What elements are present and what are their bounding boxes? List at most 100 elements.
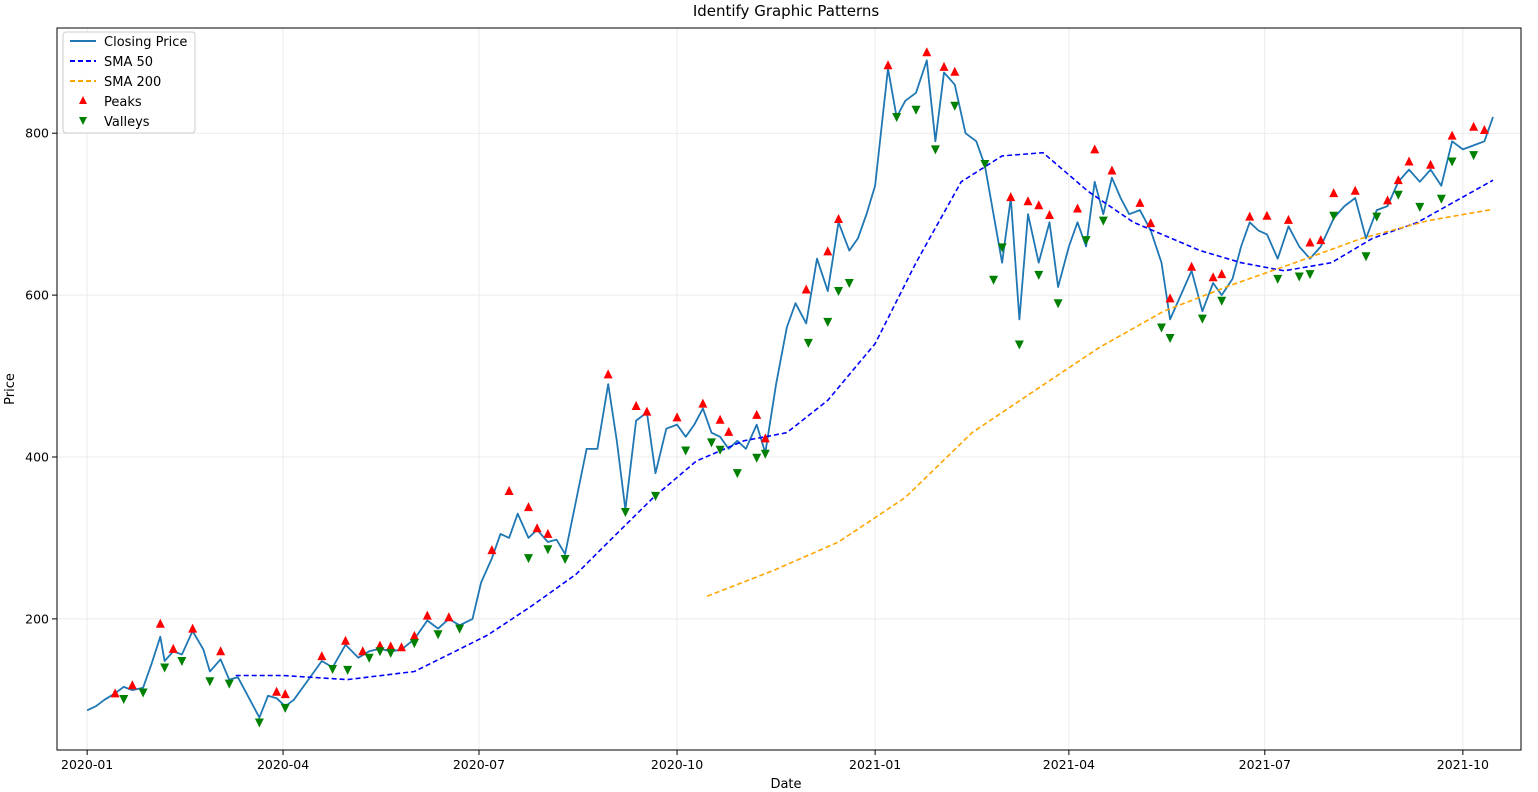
peak-marker (1006, 192, 1016, 202)
valley-marker (1415, 202, 1425, 212)
valley-marker (997, 243, 1007, 253)
x-tick-label: 2020-01 (61, 757, 113, 772)
valley-marker (1294, 272, 1304, 282)
valley-marker (343, 665, 353, 675)
peak-marker (642, 406, 652, 416)
legend-sma50-label: SMA 50 (104, 55, 153, 70)
peak-marker (272, 686, 282, 696)
peak-marker (1023, 196, 1033, 206)
valley-marker (1081, 236, 1091, 246)
valley-marker (1014, 340, 1024, 350)
sma-200-line (706, 208, 1494, 597)
peak-marker (922, 47, 932, 57)
legend-valleys-marker (79, 117, 87, 125)
peak-marker (444, 612, 454, 622)
peak-marker (168, 643, 178, 653)
closing-price-line (86, 59, 1494, 719)
peak-marker (1107, 165, 1117, 175)
valley-marker (1436, 194, 1446, 204)
legend-peaks-marker (79, 96, 87, 104)
valley-marker (119, 695, 129, 705)
y-tick-label: 600 (25, 288, 49, 303)
valley-marker (823, 317, 833, 327)
valley-marker (364, 653, 374, 663)
valley-marker (138, 688, 148, 698)
valley-marker (980, 159, 990, 169)
peak-marker (1329, 188, 1339, 198)
peak-marker (1045, 209, 1055, 219)
peak-marker (801, 284, 811, 294)
valley-marker (1034, 270, 1044, 280)
peak-marker (1404, 156, 1414, 166)
peak-marker (939, 61, 949, 71)
peak-marker (1034, 200, 1044, 210)
peak-marker (386, 641, 396, 651)
legend-valleys-label: Valleys (104, 115, 150, 130)
valley-marker (1447, 157, 1457, 167)
peak-marker (724, 426, 734, 436)
peak-marker (504, 485, 514, 495)
peak-marker (698, 398, 708, 408)
chart-title: Identify Graphic Patterns (693, 2, 880, 20)
legend-sma200-label: SMA 200 (104, 75, 161, 90)
peak-marker (631, 400, 641, 410)
peak-marker (1208, 272, 1218, 282)
valley-marker (844, 278, 854, 288)
valley-marker (1305, 270, 1315, 280)
valley-marker (205, 677, 215, 687)
peak-marker (280, 689, 290, 699)
valley-marker (1329, 211, 1339, 221)
valley-marker (989, 275, 999, 285)
peak-marker (715, 414, 725, 424)
valley-marker (1273, 274, 1283, 284)
peak-marker (1135, 197, 1145, 207)
valley-marker (328, 665, 338, 675)
peak-marker (532, 523, 542, 533)
peak-marker (1469, 121, 1479, 131)
legend: Closing Price SMA 50 SMA 200 Peaks Valle… (62, 31, 196, 134)
peak-marker (603, 369, 613, 379)
sma-50-line (235, 151, 1494, 681)
valley-marker (732, 469, 742, 479)
plot-frame (56, 27, 1522, 751)
legend-closing-label: Closing Price (104, 35, 187, 50)
y-axis-label: Price (3, 373, 18, 405)
valley-marker (160, 663, 170, 673)
valley-marker (560, 554, 570, 564)
peak-marker (317, 651, 327, 661)
peak-marker (543, 528, 553, 538)
valley-marker (752, 453, 762, 463)
peak-marker (1479, 124, 1489, 134)
peak-marker (1447, 130, 1457, 140)
valley-marker (523, 554, 533, 564)
peak-marker (422, 610, 432, 620)
peak-marker (760, 433, 770, 443)
peak-marker (823, 246, 833, 256)
x-axis-label: Date (770, 777, 801, 792)
peak-marker (1283, 214, 1293, 224)
tick-layer: 2020-01 2020-04 2020-07 2020-10 2021-01 2021-… (25, 126, 1489, 772)
valley-marker (386, 648, 396, 658)
peak-marker (1165, 293, 1175, 303)
peak-marker (1350, 185, 1360, 195)
peak-marker (1426, 159, 1436, 169)
peak-marker (1217, 269, 1227, 279)
series-layer (86, 59, 1494, 719)
valley-marker (543, 545, 553, 555)
valley-marker (715, 445, 725, 455)
x-tick-label: 2021-04 (1043, 757, 1095, 772)
valley-marker (409, 639, 419, 649)
peak-marker (409, 630, 419, 640)
valley-marker (706, 438, 716, 448)
valley-marker (1197, 314, 1207, 324)
valley-marker (1165, 334, 1175, 344)
valley-marker (1372, 212, 1382, 222)
x-tick-label: 2021-01 (849, 757, 901, 772)
valley-marker (177, 656, 187, 666)
valley-marker (651, 491, 661, 501)
peak-marker (358, 646, 368, 656)
valley-marker (280, 703, 290, 713)
peak-marker (487, 545, 497, 555)
valley-marker (681, 446, 691, 456)
